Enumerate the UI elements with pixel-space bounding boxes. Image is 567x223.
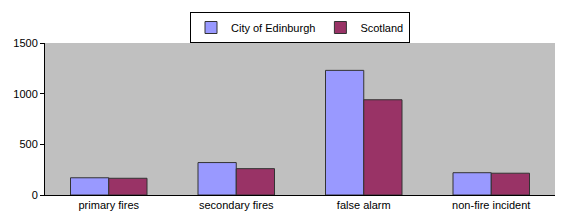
svg-text:Scotland: Scotland [360,22,403,34]
svg-text:false alarm: false alarm [337,199,391,211]
svg-text:0: 0 [32,189,38,201]
svg-text:primary fires: primary fires [78,199,139,211]
svg-text:500: 500 [19,138,37,150]
svg-text:secondary fires: secondary fires [199,199,274,211]
svg-text:1000: 1000 [13,88,37,100]
svg-text:non-fire incident: non-fire incident [452,199,530,211]
svg-text:City of Edinburgh: City of Edinburgh [231,22,315,34]
svg-text:1500: 1500 [13,37,37,49]
